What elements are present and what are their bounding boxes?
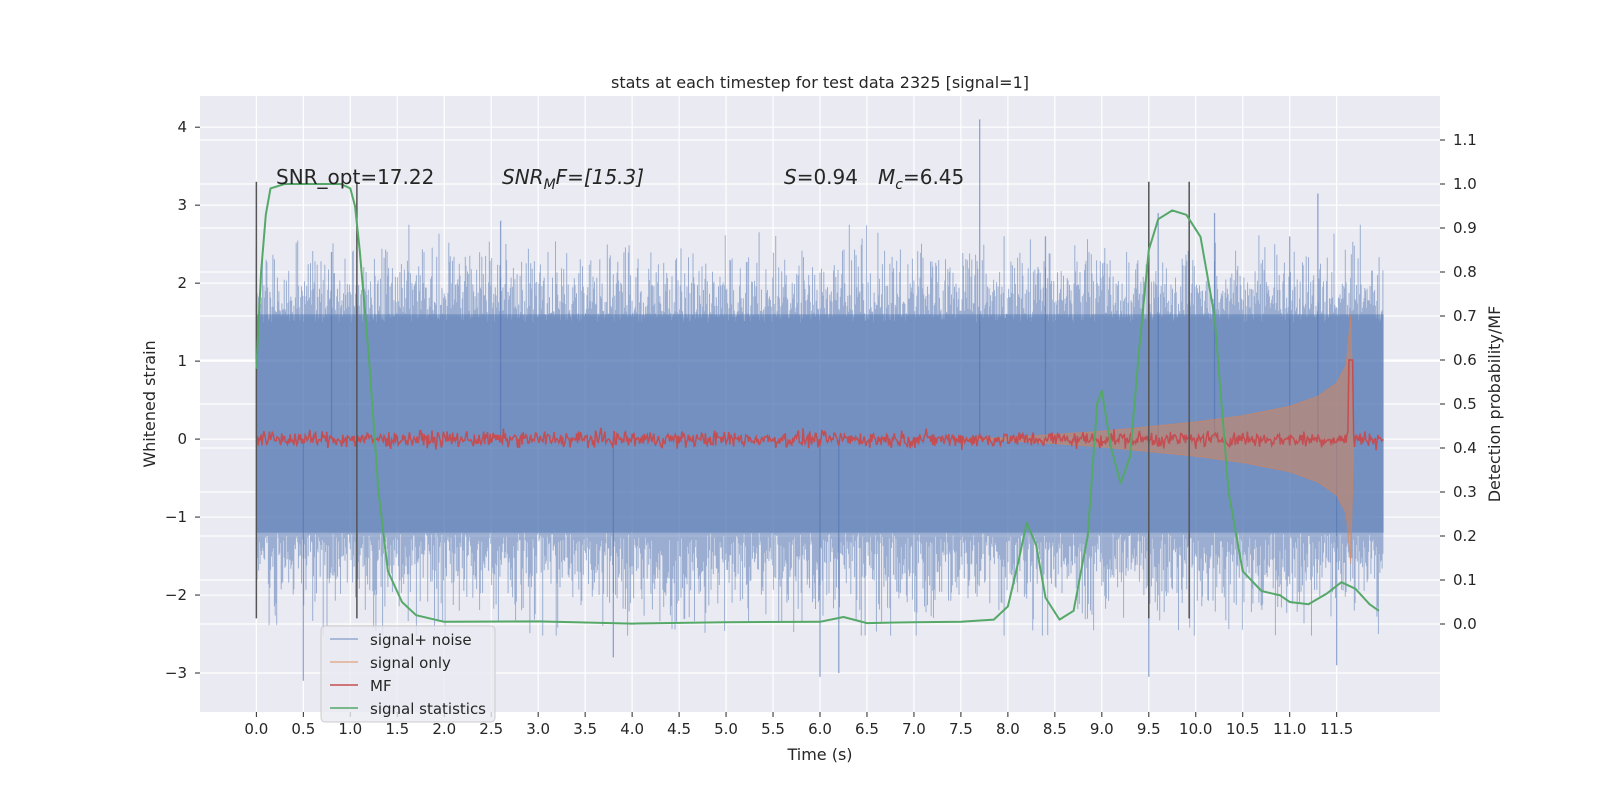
y-tick-right-label: 0.8 [1453, 263, 1477, 281]
y-tick-left-label: −2 [165, 586, 187, 604]
legend-label-signal-only: signal only [370, 654, 451, 672]
x-tick-label: 11.0 [1273, 720, 1306, 738]
y-tick-right-label: 1.0 [1453, 175, 1477, 193]
signal-statistics-series [255, 183, 1380, 625]
y-tick-left-label: −1 [165, 508, 187, 526]
x-tick-label: 0.0 [244, 720, 268, 738]
x-tick-label: 3.5 [573, 720, 597, 738]
y-tick-left-label: 0 [177, 430, 187, 448]
y-tick-right-label: 0.5 [1453, 395, 1477, 413]
y-axis-right-label: Detection probability/MF [1485, 306, 1504, 503]
x-tick-label: 10.5 [1226, 720, 1259, 738]
y-tick-right-label: 1.1 [1453, 131, 1477, 149]
axis-ticks: 0.0 0.5 1.0 1.5 2.0 2.5 3.0 3.5 4.0 4.5 5.0 5.5 6.0 6… [165, 118, 1477, 738]
x-tick-label: 0.5 [291, 720, 315, 738]
x-tick-label: 4.5 [667, 720, 691, 738]
x-tick-label: 6.0 [808, 720, 832, 738]
legend-label-mf: MF [370, 677, 392, 695]
y-axis-left-label: Whitened strain [140, 340, 159, 467]
x-tick-label: 10.0 [1179, 720, 1212, 738]
x-tick-label: 5.5 [761, 720, 785, 738]
legend-box [320, 625, 496, 723]
signal-statistics-line [255, 183, 1380, 625]
mf-trace [255, 359, 1384, 451]
y-tick-left-label: 3 [177, 196, 187, 214]
y-tick-right-label: 0.1 [1453, 571, 1477, 589]
y-tick-left-label: 1 [177, 352, 187, 370]
y-tick-right-label: 0.6 [1453, 351, 1477, 369]
y-tick-left-label: 2 [177, 274, 187, 292]
mf-series [255, 359, 1384, 451]
x-tick-label: 9.5 [1137, 720, 1161, 738]
x-tick-label: 1.5 [385, 720, 409, 738]
x-tick-label: 3.0 [526, 720, 550, 738]
x-tick-label: 2.0 [432, 720, 456, 738]
y-tick-left-label: −3 [165, 664, 187, 682]
x-tick-label: 9.0 [1090, 720, 1114, 738]
x-tick-label: 8.0 [996, 720, 1020, 738]
x-tick-label: 5.0 [714, 720, 738, 738]
y-tick-left-label: 4 [177, 118, 187, 136]
y-tick-right-label: 0.0 [1453, 615, 1477, 633]
y-tick-right-label: 0.9 [1453, 219, 1477, 237]
y-tick-right-label: 0.4 [1453, 439, 1477, 457]
y-tick-right-label: 0.3 [1453, 483, 1477, 501]
annotation-snr-opt: SNR_opt=17.22 [276, 165, 434, 189]
x-tick-label: 11.5 [1320, 720, 1353, 738]
x-axis-label: Time (s) [786, 745, 852, 764]
legend-label-signal-noise: signal+ noise [370, 631, 472, 649]
annotation-mc: Mc=6.45 [878, 165, 964, 193]
legend-label-signal-statistics: signal statistics [370, 700, 486, 718]
x-tick-label: 7.0 [902, 720, 926, 738]
x-tick-label: 6.5 [855, 720, 879, 738]
x-tick-label: 1.0 [338, 720, 362, 738]
x-tick-label: 7.5 [949, 720, 973, 738]
legend: signal+ noise signal only MF signal stat… [320, 625, 496, 723]
y-tick-right-label: 0.2 [1453, 527, 1477, 545]
annotation-s: S=0.94 [784, 165, 858, 189]
x-tick-label: 8.5 [1043, 720, 1067, 738]
annotation-snr-mf: SNRMF=[15.3] [502, 165, 644, 193]
x-tick-label: 4.0 [620, 720, 644, 738]
x-tick-label: 2.5 [479, 720, 503, 738]
y-tick-right-label: 0.7 [1453, 307, 1477, 325]
chart-title: stats at each timestep for test data 232… [611, 73, 1029, 92]
